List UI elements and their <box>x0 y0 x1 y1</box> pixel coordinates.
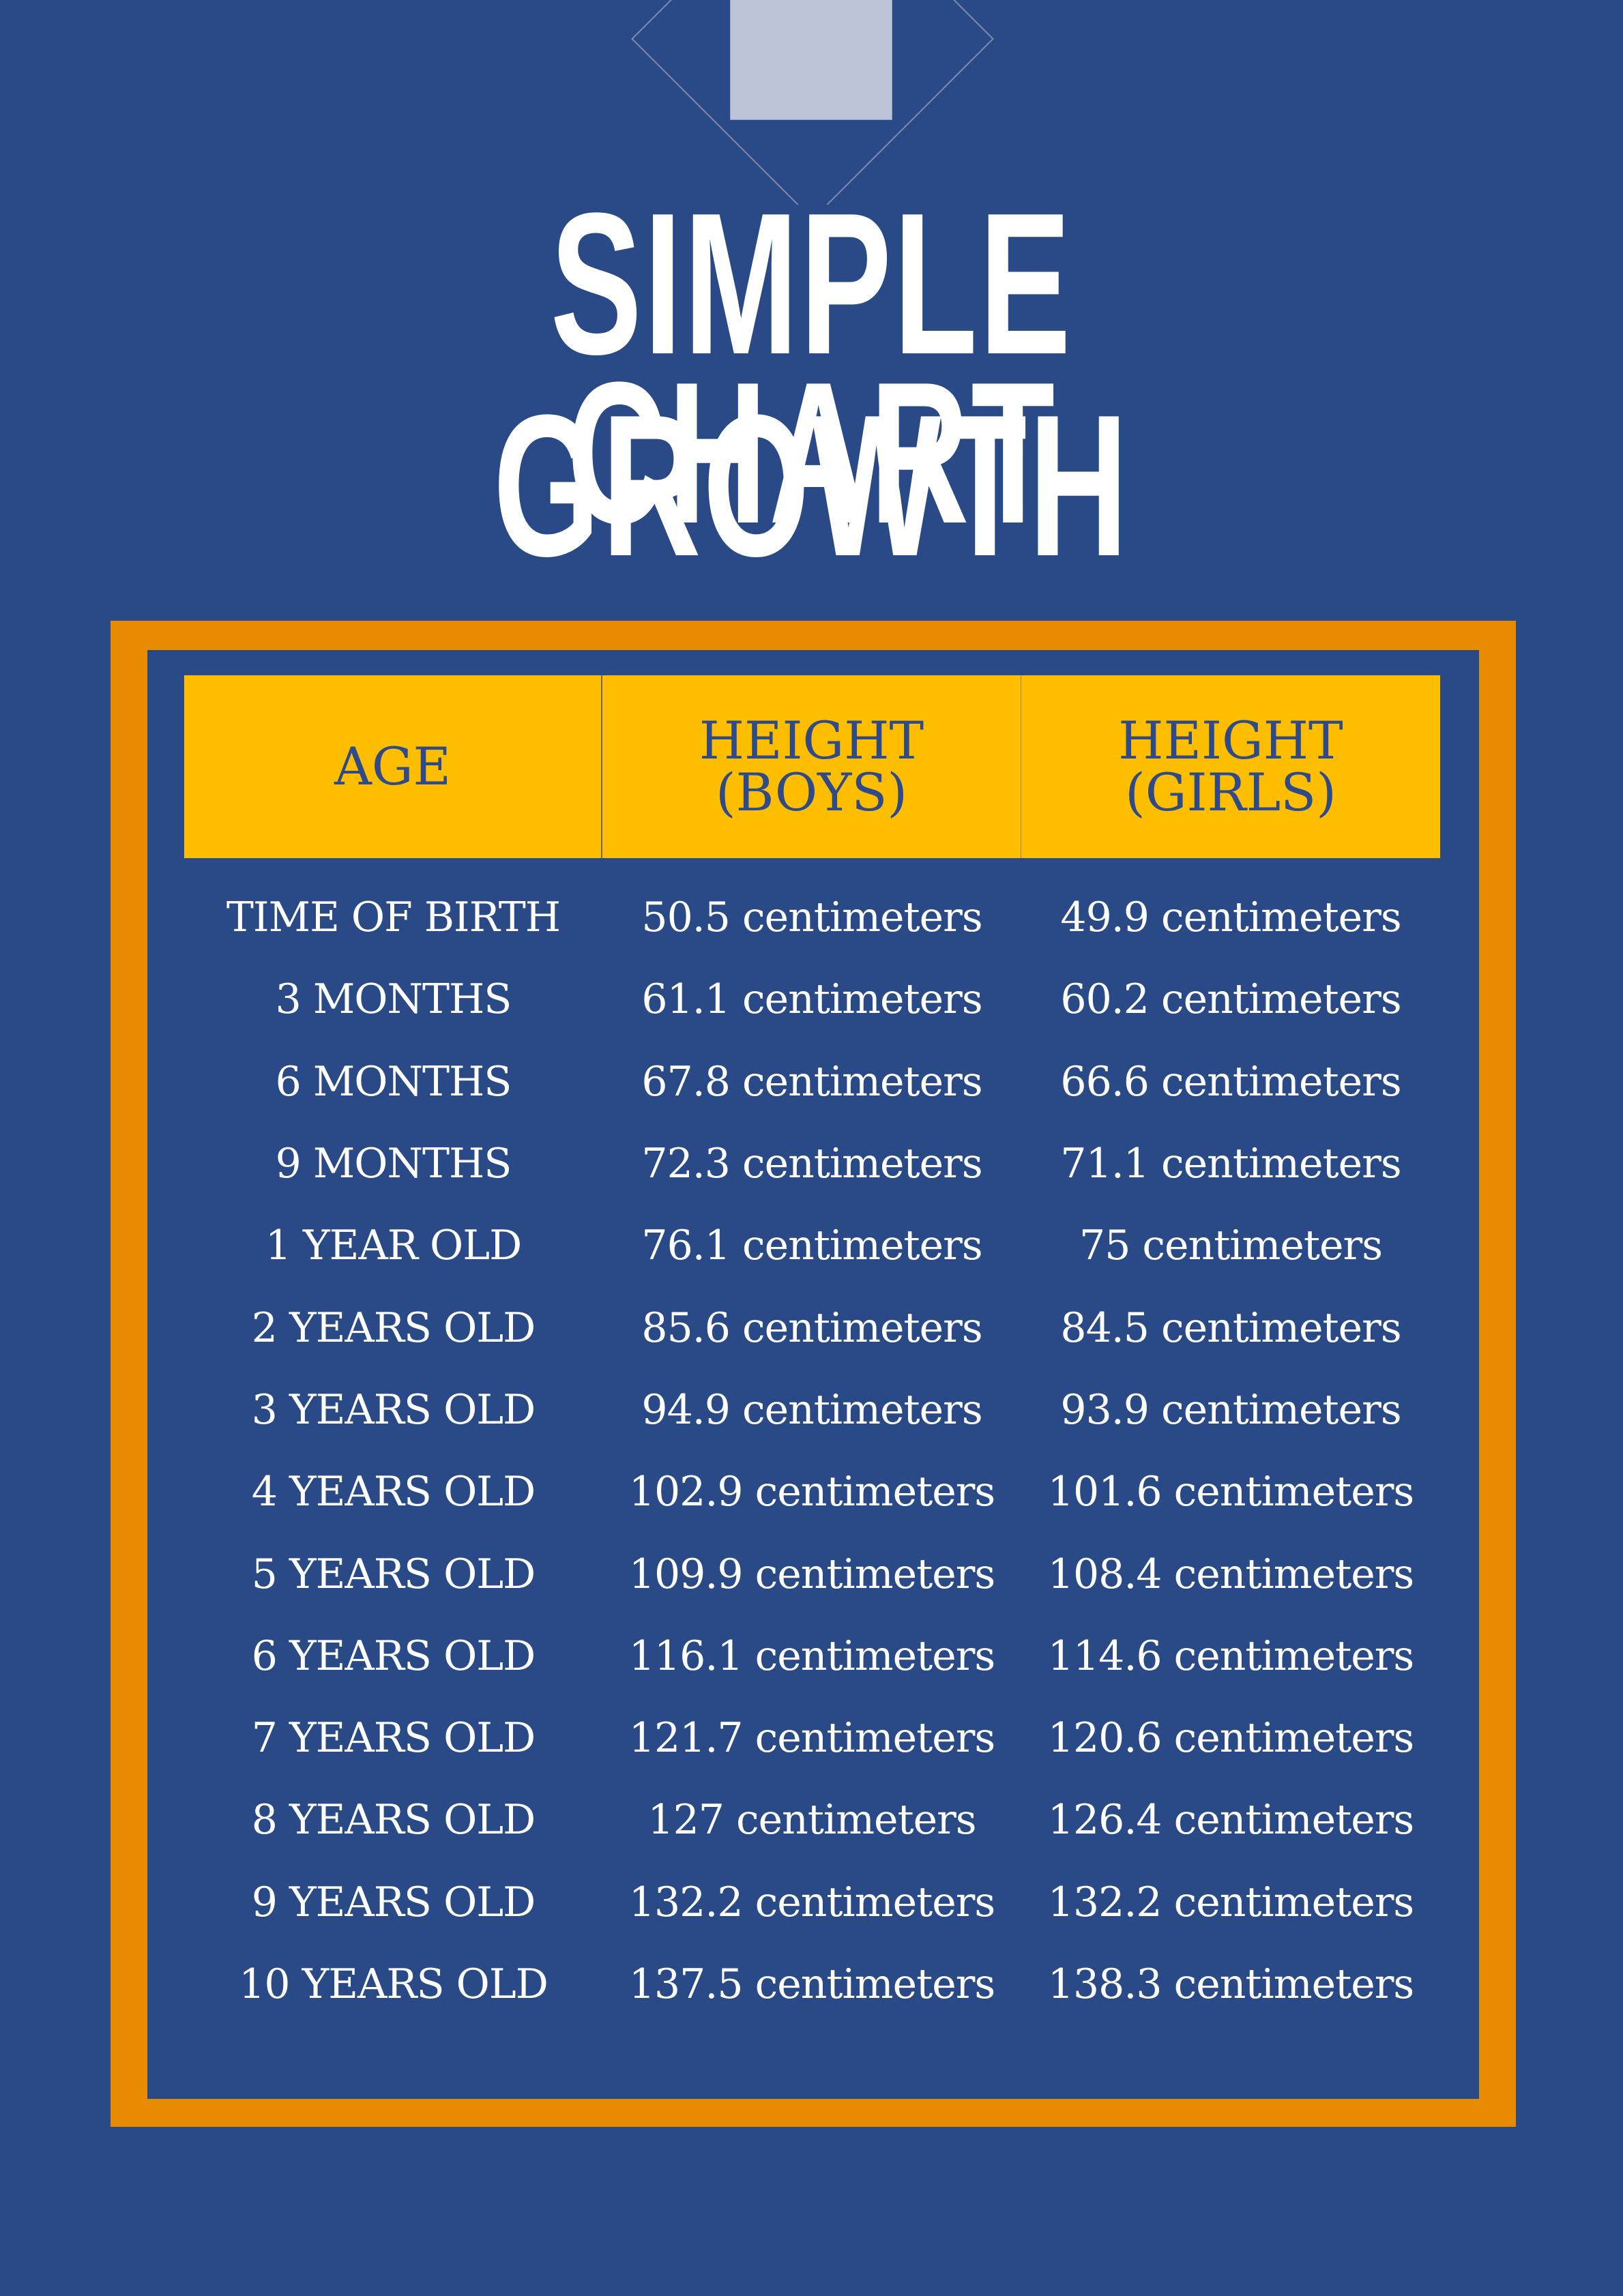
table-row: 1 YEAR OLD 76.1 centimeters 75 centimete… <box>184 1205 1440 1286</box>
age-cell: 3 MONTHS <box>275 975 512 1024</box>
girls-height-cell: 84.5 centimeters <box>1060 1304 1401 1352</box>
table-row: 5 YEARS OLD 109.9 centimeters 108.4 cent… <box>184 1533 1440 1615</box>
boys-height-cell: 61.1 centimeters <box>641 975 982 1024</box>
page-title-line-2: CHART <box>0 352 1623 554</box>
table-row: 6 YEARS OLD 116.1 centimeters 114.6 cent… <box>184 1615 1440 1697</box>
age-cell: 10 YEARS OLD <box>239 1960 549 2008</box>
table-row: 9 YEARS OLD 132.2 centimeters 132.2 cent… <box>184 1861 1440 1943</box>
girls-height-cell: 66.6 centimeters <box>1060 1057 1401 1106</box>
table-row: 4 YEARS OLD 102.9 centimeters 101.6 cent… <box>184 1451 1440 1533</box>
table-header: AGE HEIGHT (BOYS) HEIGHT (GIRLS) <box>184 675 1440 858</box>
header-label: AGE <box>334 736 452 797</box>
header-height-boys: HEIGHT (BOYS) <box>602 675 1021 858</box>
boys-height-cell: 94.9 centimeters <box>641 1385 982 1434</box>
age-cell: 3 YEARS OLD <box>251 1385 536 1434</box>
header-sublabel: (GIRLS) <box>1125 762 1336 823</box>
header-label: HEIGHT <box>699 710 924 771</box>
girls-height-cell: 108.4 centimeters <box>1047 1550 1414 1598</box>
table-body: TIME OF BIRTH 50.5 centimeters 49.9 cent… <box>184 877 1440 2025</box>
table-row: 7 YEARS OLD 121.7 centimeters 120.6 cent… <box>184 1697 1440 1779</box>
table-row: 3 YEARS OLD 94.9 centimeters 93.9 centim… <box>184 1369 1440 1451</box>
boys-height-cell: 67.8 centimeters <box>641 1057 982 1106</box>
boys-height-cell: 76.1 centimeters <box>641 1222 982 1270</box>
girls-height-cell: 60.2 centimeters <box>1060 975 1401 1024</box>
boys-height-cell: 116.1 centimeters <box>628 1632 995 1680</box>
girls-height-cell: 132.2 centimeters <box>1047 1878 1414 1926</box>
girls-height-cell: 120.6 centimeters <box>1047 1714 1414 1763</box>
age-cell: 4 YEARS OLD <box>251 1468 536 1516</box>
age-cell: 1 YEAR OLD <box>265 1222 522 1270</box>
age-cell: 2 YEARS OLD <box>251 1304 536 1352</box>
girls-height-cell: 101.6 centimeters <box>1047 1468 1414 1516</box>
header-age: AGE <box>184 675 602 858</box>
boys-height-cell: 121.7 centimeters <box>628 1714 995 1763</box>
boys-height-cell: 132.2 centimeters <box>628 1878 995 1926</box>
girls-height-cell: 138.3 centimeters <box>1047 1960 1414 2008</box>
header-label: HEIGHT <box>1118 710 1343 771</box>
girls-height-cell: 49.9 centimeters <box>1060 894 1401 942</box>
title-text: SIMPLE GROWTH <box>493 171 1130 598</box>
boys-height-cell: 72.3 centimeters <box>641 1140 982 1188</box>
boys-height-cell: 102.9 centimeters <box>628 1468 995 1516</box>
age-cell: 6 MONTHS <box>275 1057 512 1106</box>
girls-height-cell: 71.1 centimeters <box>1060 1140 1401 1188</box>
boys-height-cell: 85.6 centimeters <box>641 1304 982 1352</box>
boys-height-cell: 109.9 centimeters <box>628 1550 995 1598</box>
table-panel <box>147 650 1479 2099</box>
age-cell: 6 YEARS OLD <box>251 1632 536 1680</box>
boys-height-cell: 137.5 centimeters <box>628 1960 995 2008</box>
girls-height-cell: 75 centimeters <box>1079 1222 1383 1270</box>
boys-height-cell: 50.5 centimeters <box>641 894 982 942</box>
square-tab-decoration <box>730 0 892 120</box>
page-title-line-1: SIMPLE GROWTH <box>0 183 1623 587</box>
girls-height-cell: 126.4 centimeters <box>1047 1796 1414 1844</box>
age-cell: TIME OF BIRTH <box>226 894 561 942</box>
table-row: 3 MONTHS 61.1 centimeters 60.2 centimete… <box>184 958 1440 1040</box>
age-cell: 7 YEARS OLD <box>251 1714 536 1763</box>
title-text: CHART <box>566 340 1057 565</box>
age-cell: 8 YEARS OLD <box>251 1796 536 1844</box>
header-height-girls: HEIGHT (GIRLS) <box>1021 675 1440 858</box>
top-decoration <box>0 0 1623 205</box>
table-row: 6 MONTHS 67.8 centimeters 66.6 centimete… <box>184 1041 1440 1123</box>
table-row: TIME OF BIRTH 50.5 centimeters 49.9 cent… <box>184 877 1440 958</box>
boys-height-cell: 127 centimeters <box>647 1796 976 1844</box>
header-sublabel: (BOYS) <box>715 762 908 823</box>
age-cell: 5 YEARS OLD <box>251 1550 536 1598</box>
table-row: 8 YEARS OLD 127 centimeters 126.4 centim… <box>184 1779 1440 1861</box>
age-cell: 9 MONTHS <box>275 1140 512 1188</box>
girls-height-cell: 93.9 centimeters <box>1060 1385 1401 1434</box>
table-row: 10 YEARS OLD 137.5 centimeters 138.3 cen… <box>184 1943 1440 2025</box>
girls-height-cell: 114.6 centimeters <box>1047 1632 1414 1680</box>
table-row: 9 MONTHS 72.3 centimeters 71.1 centimete… <box>184 1123 1440 1205</box>
table-row: 2 YEARS OLD 85.6 centimeters 84.5 centim… <box>184 1286 1440 1368</box>
age-cell: 9 YEARS OLD <box>251 1878 536 1926</box>
